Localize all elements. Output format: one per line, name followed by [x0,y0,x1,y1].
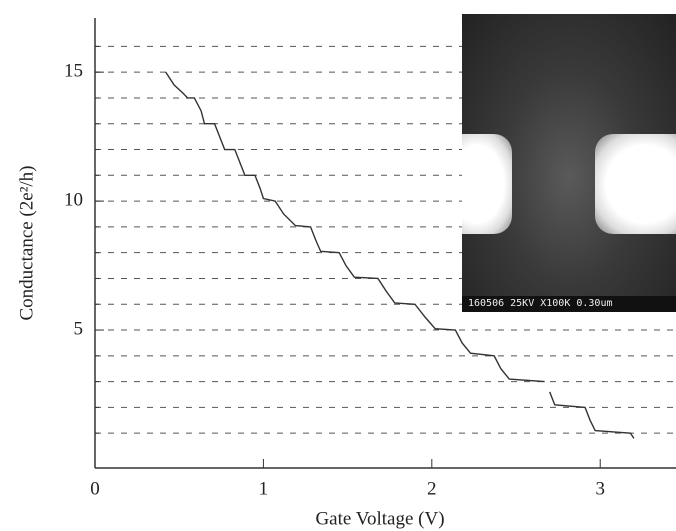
inset-caption: 160506 25KV X100K 0.30um [462,296,676,312]
conductance-curve [165,71,635,439]
x-tick-label: 1 [259,478,269,499]
x-tick-label: 2 [427,478,437,499]
y-tick-label: 15 [64,61,83,82]
x-axis-label: Gate Voltage (V) [315,508,444,529]
contact-pad [462,134,512,234]
x-tick-label: 3 [595,478,605,499]
y-axis-label: Conductance (2e²/h) [16,166,37,321]
contact-pad [595,134,676,234]
y-tick-label: 10 [64,189,83,210]
sem-inset: 160506 25KV X100K 0.30um [462,14,676,312]
y-tick-label: 5 [74,318,84,339]
x-tick-label: 0 [90,478,100,499]
